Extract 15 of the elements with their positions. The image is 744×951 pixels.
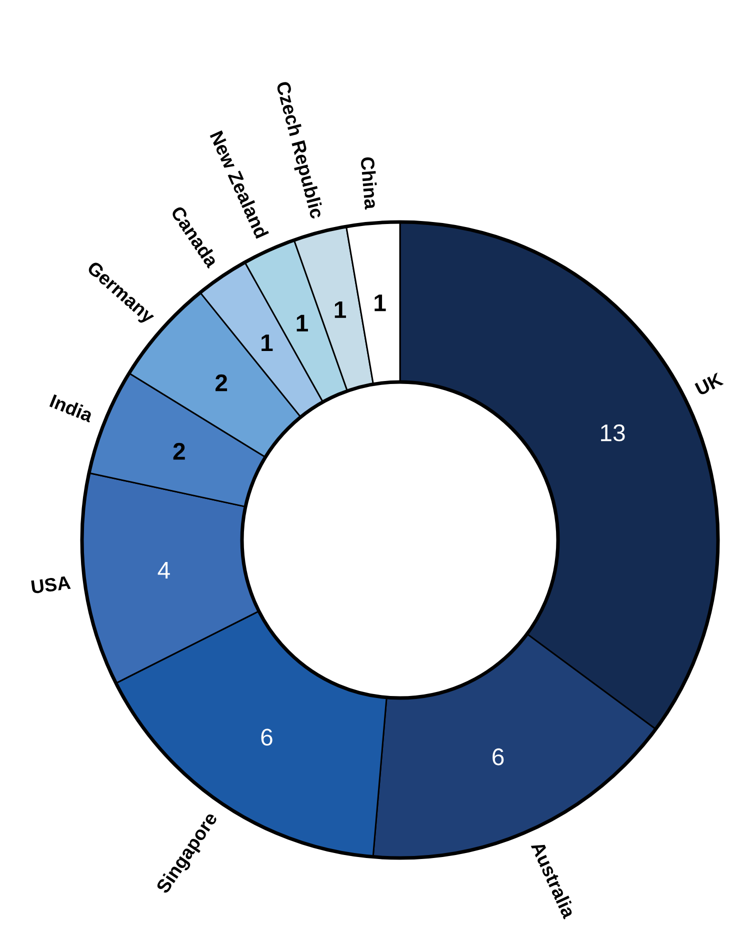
slice-label: India bbox=[49, 394, 91, 422]
data-label: 2 bbox=[216, 374, 228, 392]
data-label: 6 bbox=[261, 728, 272, 746]
data-label: 1 bbox=[262, 334, 273, 352]
slice-label: China bbox=[361, 157, 377, 210]
data-label: 13 bbox=[601, 424, 625, 442]
data-label: 6 bbox=[492, 748, 504, 766]
data-label: 1 bbox=[374, 294, 386, 312]
data-label: 1 bbox=[334, 301, 346, 318]
data-label: 1 bbox=[296, 314, 308, 332]
data-label: 2 bbox=[173, 442, 185, 460]
slice-label: Czech Republic bbox=[277, 82, 322, 218]
data-label: 4 bbox=[158, 562, 170, 578]
slice-label: UK bbox=[694, 372, 724, 394]
slice-label: USA bbox=[31, 576, 71, 594]
